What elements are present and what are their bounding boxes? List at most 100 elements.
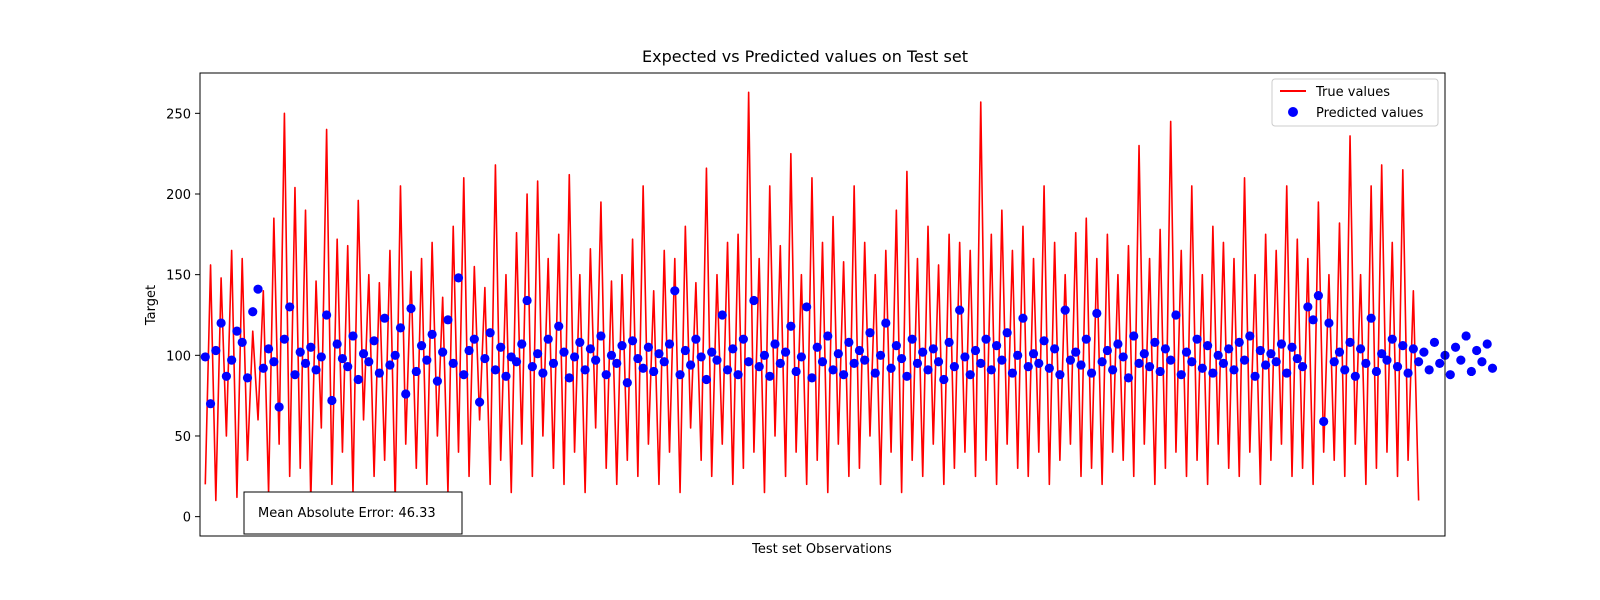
predicted-value-point [738, 334, 748, 344]
predicted-value-point [891, 341, 901, 351]
predicted-value-point [691, 334, 701, 344]
predicted-value-point [670, 286, 680, 296]
predicted-value-point [638, 363, 648, 373]
predicted-value-point [1297, 362, 1308, 372]
predicted-value-point [1092, 308, 1102, 318]
predicted-value-point [221, 371, 231, 381]
predicted-value-point [274, 402, 284, 412]
predicted-value-point [1250, 371, 1260, 381]
predicted-value-point [1361, 358, 1371, 368]
predicted-value-point [311, 365, 321, 375]
predicted-value-point [617, 341, 627, 351]
y-tick-label: 50 [174, 430, 191, 445]
predicted-value-point [775, 358, 785, 368]
predicted-value-point [1018, 313, 1028, 323]
predicted-value-point [1371, 366, 1382, 377]
predicted-value-point [606, 350, 617, 360]
predicted-value-point [654, 349, 664, 359]
predicted-value-point [1324, 318, 1334, 328]
predicted-value-point [295, 347, 305, 357]
predicted-value-point [1055, 370, 1065, 380]
predicted-value-point [1129, 331, 1139, 341]
legend-predicted-values-swatch [1288, 107, 1298, 117]
predicted-value-point [263, 344, 274, 354]
predicted-value-point [1287, 342, 1297, 352]
predicted-value-point [237, 337, 247, 348]
predicted-value-point [316, 352, 326, 362]
predicted-value-point [986, 365, 996, 375]
predicted-value-point [981, 334, 991, 344]
predicted-value-point [1477, 357, 1487, 367]
predicted-value-point [1271, 357, 1281, 367]
predicted-value-point [448, 358, 458, 368]
predicted-value-point [770, 339, 780, 349]
predicted-value-point [1076, 360, 1086, 370]
predicted-value-point [1224, 344, 1234, 354]
predicted-value-point [453, 273, 464, 283]
predicted-value-point [839, 370, 849, 380]
mae-annotation: Mean Absolute Error: 46.33 [243, 491, 463, 535]
predicted-value-point [395, 323, 406, 333]
predicted-value-point [242, 373, 253, 383]
predicted-value-point [860, 355, 870, 365]
predicted-value-point [253, 284, 263, 294]
predicted-value-point [327, 395, 337, 406]
predicted-value-point [200, 352, 210, 362]
predicted-value-point [569, 352, 580, 362]
predicted-value-point [949, 362, 959, 372]
predicted-value-point [1466, 366, 1476, 377]
predicted-value-point [406, 303, 416, 314]
predicted-value-point [1408, 344, 1418, 354]
predicted-value-point [358, 349, 369, 359]
predicted-value-point [955, 305, 965, 315]
predicted-value-point [548, 358, 559, 368]
predicted-value-point [1435, 358, 1445, 368]
predicted-value-point [733, 370, 743, 380]
predicted-value-point [364, 357, 374, 367]
predicted-value-point [991, 341, 1002, 351]
predicted-value-point [765, 371, 775, 381]
y-tick-label: 0 [183, 511, 191, 526]
y-axis: 0 50 100 150 200 250 [166, 107, 200, 526]
y-tick-label: 250 [166, 107, 191, 122]
predicted-value-point [1050, 344, 1060, 354]
predicted-value-point [205, 399, 216, 409]
predicted-value-point [1229, 365, 1239, 375]
predicted-value-point [1007, 368, 1018, 378]
predicted-value-point [416, 341, 427, 351]
predicted-value-point [1303, 302, 1313, 312]
predicted-value-point [833, 349, 843, 359]
predicted-value-point [248, 307, 258, 317]
predicted-value-point [1487, 363, 1498, 373]
legend-true-values-label: True values [1315, 85, 1390, 100]
predicted-value-point [712, 355, 722, 365]
predicted-value-point [823, 331, 833, 341]
predicted-value-point [722, 365, 733, 375]
predicted-value-point [1255, 345, 1265, 356]
predicted-value-point [369, 336, 379, 346]
predicted-value-point [501, 371, 511, 381]
predicted-value-point [675, 370, 685, 380]
predicted-value-point [1472, 345, 1482, 356]
predicted-value-point [664, 339, 675, 349]
predicted-value-point [432, 376, 442, 386]
predicted-value-point [854, 345, 865, 356]
predicted-value-point [1028, 349, 1039, 359]
predicted-value-point [1461, 331, 1471, 341]
predicted-value-point [1450, 342, 1461, 352]
predicted-value-point [944, 337, 954, 348]
predicted-value-point [348, 331, 358, 341]
predicted-value-point [1150, 337, 1160, 348]
predicted-value-point [812, 342, 822, 352]
predicted-value-point [923, 365, 933, 375]
predicted-value-point [232, 326, 242, 336]
predicted-value-point [1187, 357, 1197, 367]
predicted-value-point [701, 374, 712, 385]
predicted-value-point [1086, 368, 1097, 378]
true-values-line [204, 91, 1420, 502]
predicted-value-point [1276, 339, 1287, 349]
predicted-value-point [469, 334, 479, 344]
predicted-value-point [1113, 339, 1123, 349]
predicted-value-point [1366, 313, 1376, 323]
